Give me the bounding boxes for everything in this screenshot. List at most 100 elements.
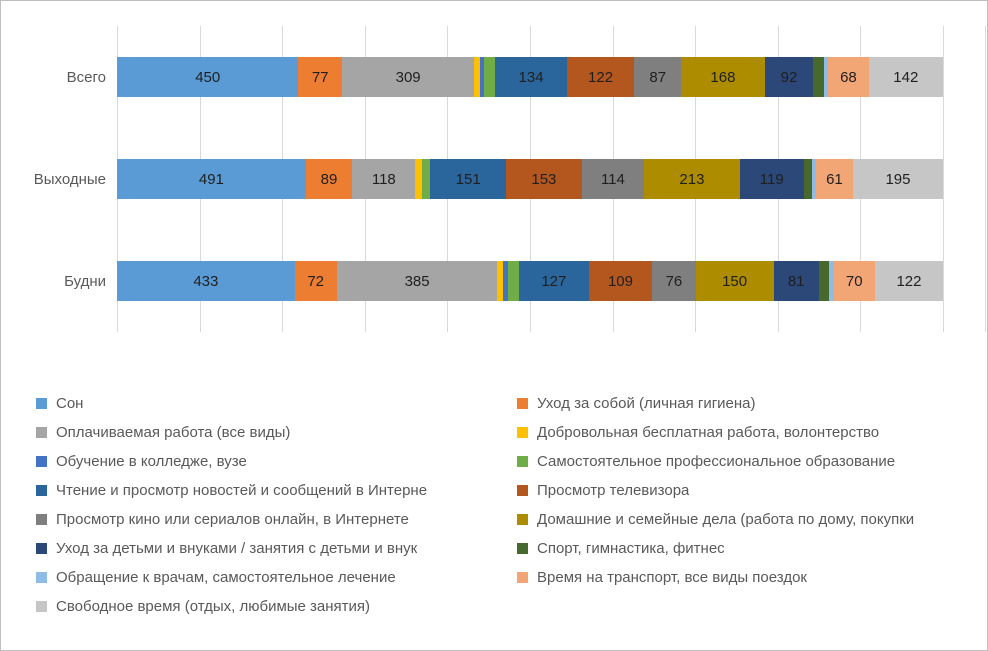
bar-segment xyxy=(479,57,485,97)
bar-segment: 134 xyxy=(495,57,567,97)
bar-segment: 92 xyxy=(764,57,814,97)
bar-segment: 150 xyxy=(695,261,774,301)
bar-segment xyxy=(829,261,834,301)
legend-item: Самостоятельное профессиональное образов… xyxy=(517,447,976,476)
chart-row: Всего 450 77 309 134 122 87 168 92 68 142 xyxy=(67,26,943,128)
category-label: Выходные xyxy=(33,170,106,188)
bar-segment: 70 xyxy=(833,261,875,301)
bar-segment: 142 xyxy=(868,57,943,97)
stacked-bar: 491 89 118 151 153 114 213 119 61 195 xyxy=(117,159,944,199)
vertical-gridline xyxy=(943,26,944,332)
legend-label: Оплачиваемая работа (все виды) xyxy=(56,424,291,441)
bar-segment xyxy=(803,159,813,199)
legend-label: Самостоятельное профессиональное образов… xyxy=(537,453,896,470)
category-label: Будни xyxy=(64,272,106,290)
legend-swatch-icon xyxy=(36,398,47,409)
bar-segment xyxy=(497,261,503,301)
legend-swatch-icon xyxy=(517,427,528,438)
legend-item: Уход за собой (личная гигиена) xyxy=(517,389,976,418)
bar-segment: 450 xyxy=(117,57,299,97)
legend-swatch-icon xyxy=(517,485,528,496)
legend-swatch-icon xyxy=(517,398,528,409)
bar-segment: 168 xyxy=(681,57,765,97)
bar-segment: 87 xyxy=(634,57,682,97)
bar-segment: 114 xyxy=(581,159,644,199)
legend-item: Просмотр телевизора xyxy=(517,476,976,505)
bar-segment: 151 xyxy=(430,159,506,199)
legend-item: Время на транспорт, все виды поездок xyxy=(517,563,976,592)
legend-swatch-icon xyxy=(36,572,47,583)
bar-segment: 61 xyxy=(815,159,853,199)
bar-segment: 433 xyxy=(117,261,295,301)
chart-row: Выходные 491 89 118 151 153 114 213 119 61 195 xyxy=(34,128,944,230)
legend-item: Обращение к врачам, самостоятельное лече… xyxy=(36,563,517,592)
bar-segment xyxy=(818,261,830,301)
legend-label: Просмотр кино или сериалов онлайн, в Инт… xyxy=(56,511,409,528)
legend-label: Просмотр телевизора xyxy=(537,482,690,499)
bar-segment: 68 xyxy=(828,57,869,97)
legend-label: Свободное время (отдых, любимые занятия) xyxy=(56,598,371,615)
bar-segment xyxy=(421,159,423,199)
legend-item: Добровольная бесплатная работа, волонтер… xyxy=(517,418,976,447)
bar-segment: 195 xyxy=(852,159,944,199)
bar-segment: 76 xyxy=(652,261,696,301)
legend-item: Свободное время (отдых, любимые занятия) xyxy=(36,592,517,621)
legend-label: Время на транспорт, все виды поездок xyxy=(537,569,807,586)
bar-segment: 213 xyxy=(643,159,740,199)
legend-item: Чтение и просмотр новостей и сообщений в… xyxy=(36,476,517,505)
legend-swatch-icon xyxy=(36,514,47,525)
legend-swatch-icon xyxy=(517,572,528,583)
chart-row: Будни 433 72 385 127 109 76 150 81 70 122 xyxy=(64,230,943,332)
bar-segment: 309 xyxy=(341,57,475,97)
legend-item: Просмотр кино или сериалов онлайн, в Инт… xyxy=(36,505,517,534)
legend-label: Сон xyxy=(56,395,84,412)
bar-segment: 119 xyxy=(739,159,804,199)
bar-segment: 122 xyxy=(566,57,635,97)
bar-segment: 81 xyxy=(773,261,819,301)
legend-item: Уход за детьми и внуками / занятия с дет… xyxy=(36,534,517,563)
legend-item: Спорт, гимнастика, фитнес xyxy=(517,534,976,563)
legend-item: Сон xyxy=(36,389,517,418)
legend-label: Домашние и семейные дела (работа по дому… xyxy=(537,511,915,528)
legend-swatch-icon xyxy=(36,427,47,438)
legend-swatch-icon xyxy=(36,485,47,496)
bar-segment xyxy=(508,261,519,301)
stacked-bar: 450 77 309 134 122 87 168 92 68 142 xyxy=(117,57,943,97)
legend-item: Оплачиваемая работа (все виды) xyxy=(36,418,517,447)
legend-label: Обучение в колледже, вузе xyxy=(56,453,247,470)
legend-label: Чтение и просмотр новостей и сообщений в… xyxy=(56,482,428,499)
bar-segment xyxy=(422,159,431,199)
legend-label: Уход за детьми и внуками / занятия с дет… xyxy=(56,540,418,557)
bar-segment xyxy=(484,57,496,97)
bar-segment xyxy=(813,57,824,97)
bar-segment: 127 xyxy=(518,261,589,301)
bar-segment: 118 xyxy=(352,159,416,199)
plot-right-border xyxy=(985,26,986,332)
bar-rows: Всего 450 77 309 134 122 87 168 92 68 142 Выходные 4… xyxy=(34,26,944,332)
category-label: Всего xyxy=(66,68,106,86)
bar-segment: 153 xyxy=(505,159,582,199)
legend-label: Уход за собой (личная гигиена) xyxy=(537,395,756,412)
bar-segment xyxy=(823,57,829,97)
legend: Сон Уход за собой (личная гигиена) Оплачив… xyxy=(36,389,976,621)
legend-swatch-icon xyxy=(517,514,528,525)
legend-swatch-icon xyxy=(36,543,47,554)
plot-area: Всего 450 77 309 134 122 87 168 92 68 142 Выходные 4… xyxy=(34,26,986,332)
bar-segment: 77 xyxy=(298,57,342,97)
legend-label: Обращение к врачам, самостоятельное лече… xyxy=(56,569,396,586)
legend-swatch-icon xyxy=(517,543,528,554)
bar-segment: 491 xyxy=(117,159,306,199)
legend-swatch-icon xyxy=(517,456,528,467)
bar-segment: 72 xyxy=(294,261,337,301)
bar-segment xyxy=(415,159,422,199)
bar-segment xyxy=(474,57,480,97)
legend-item: Домашние и семейные дела (работа по дому… xyxy=(517,505,976,534)
legend-label: Спорт, гимнастика, фитнес xyxy=(537,540,725,557)
bar-segment: 385 xyxy=(336,261,498,301)
bar-segment xyxy=(812,159,816,199)
legend-swatch-icon xyxy=(36,601,47,612)
bar-segment: 109 xyxy=(588,261,653,301)
legend-item: Обучение в колледже, вузе xyxy=(36,447,517,476)
legend-swatch-icon xyxy=(36,456,47,467)
